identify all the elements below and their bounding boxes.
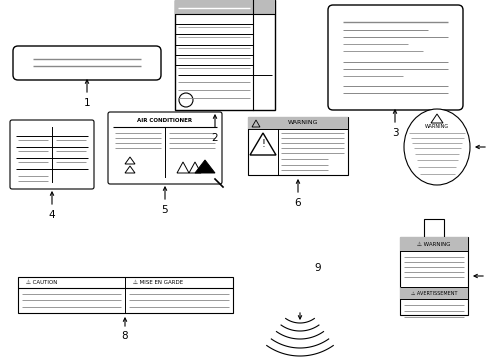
Text: 8: 8: [122, 331, 128, 341]
Polygon shape: [195, 160, 215, 173]
Bar: [399, 237, 467, 315]
Text: 5: 5: [162, 205, 168, 215]
Bar: [247, 117, 347, 129]
Bar: [175, 0, 274, 14]
Text: 4: 4: [49, 210, 55, 220]
Text: 9: 9: [314, 263, 321, 273]
Text: WARNING: WARNING: [424, 124, 448, 129]
FancyBboxPatch shape: [108, 112, 222, 184]
Bar: [399, 237, 467, 251]
FancyBboxPatch shape: [10, 120, 94, 189]
Bar: [399, 287, 467, 299]
Bar: [247, 117, 347, 175]
Ellipse shape: [403, 109, 469, 185]
Text: 3: 3: [391, 128, 398, 138]
Text: !: !: [261, 139, 264, 149]
Text: 6: 6: [294, 198, 301, 208]
Text: ⚠ WARNING: ⚠ WARNING: [416, 242, 450, 247]
Text: WARNING: WARNING: [287, 121, 318, 126]
Bar: [175, 0, 274, 110]
Text: 1: 1: [83, 98, 90, 108]
FancyBboxPatch shape: [327, 5, 462, 110]
FancyBboxPatch shape: [13, 46, 161, 80]
Bar: [18, 277, 232, 313]
Text: AIR CONDITIONER: AIR CONDITIONER: [137, 118, 192, 123]
Text: ⚠ AVERTISSEMENT: ⚠ AVERTISSEMENT: [410, 291, 456, 296]
Text: 2: 2: [211, 133, 218, 143]
Bar: [423, 219, 443, 237]
Text: ⚠ CAUTION: ⚠ CAUTION: [26, 280, 57, 285]
Text: ⚠ MISE EN GARDE: ⚠ MISE EN GARDE: [133, 280, 183, 285]
